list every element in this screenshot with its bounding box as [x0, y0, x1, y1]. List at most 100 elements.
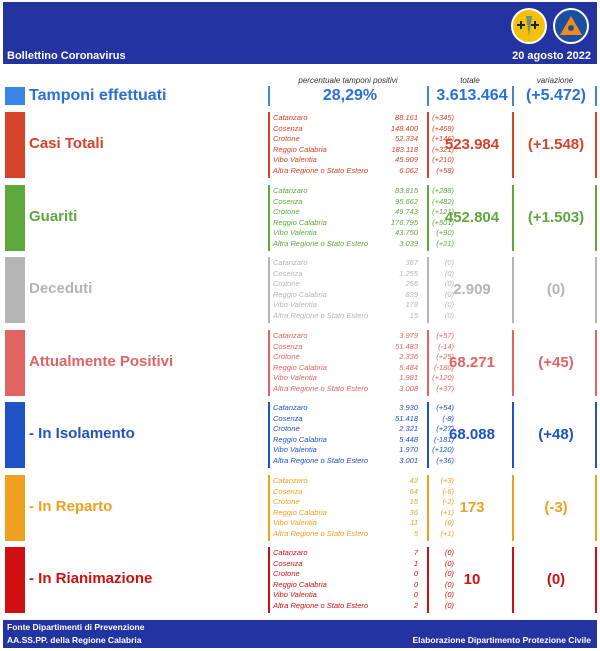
divider	[268, 185, 270, 251]
province-value: 839	[405, 289, 418, 299]
province-value: 7	[413, 548, 418, 557]
province-delta: (+321)	[432, 144, 454, 154]
section-label: Deceduti	[29, 280, 93, 297]
province-name: Cosenza	[273, 558, 303, 568]
section-row-in-rianimazione: - In Rianimazione Catanzaro 7 (0) Cosenza 1 (0…	[3, 547, 597, 613]
province-delta: (+468)	[432, 123, 454, 133]
province-delta: (+37)	[436, 384, 454, 393]
section-label: - In Rianimazione	[29, 570, 153, 587]
divider	[595, 547, 597, 613]
province-name: Altra Regione o Stato Estero	[273, 384, 369, 393]
province-name: Reggio Calabria	[273, 507, 327, 517]
province-delta: (0)	[444, 289, 454, 299]
province-name: Catanzaro	[273, 186, 308, 195]
tamponi-color-bar	[5, 87, 25, 105]
province-name: Vibo Valentia	[273, 155, 317, 165]
province-delta: (0)	[444, 558, 454, 568]
divider	[427, 475, 429, 541]
province-delta: (+58)	[436, 166, 454, 175]
province-name: Reggio Calabria	[273, 579, 327, 589]
province-delta: (+120)	[432, 373, 454, 383]
province-value: 148.400	[390, 123, 418, 133]
province-name: Crotone	[273, 569, 300, 579]
province-value: 2.336	[399, 352, 418, 362]
province-value: 3.001	[399, 456, 418, 465]
divider	[427, 112, 429, 178]
province-value: 11	[410, 518, 418, 528]
province-name: Reggio Calabria	[273, 217, 327, 227]
footer-elaboration: Elaborazione Dipartimento Protezione Civ…	[412, 635, 591, 645]
province-delta: (0)	[444, 569, 454, 579]
divider	[268, 402, 270, 468]
province-name: Vibo Valentia	[273, 300, 317, 310]
province-value: 3.979	[399, 331, 418, 340]
province-value: 45.909	[395, 155, 418, 165]
section-row-in-isolamento: - In Isolamento Catanzaro 3.930 (+54) Cosenz…	[3, 402, 597, 468]
section-row-attualmente-positivi: Attualmente Positivi Catanzaro 3.979 (+57) C…	[3, 330, 597, 396]
province-value: 1.970	[399, 445, 418, 455]
section-color-bar	[5, 185, 25, 251]
province-value: 367	[405, 258, 418, 267]
province-name: Cosenza	[273, 123, 303, 133]
province-name: Crotone	[273, 424, 300, 434]
province-value: 64	[409, 486, 418, 496]
bulletin-title: Bollettino Coronavirus	[7, 50, 126, 62]
province-delta: (0)	[444, 268, 454, 278]
divider	[427, 86, 429, 106]
divider	[595, 402, 597, 468]
province-name: Crotone	[273, 352, 300, 362]
province-value: 15	[409, 311, 418, 320]
divider	[268, 112, 270, 178]
divider	[268, 257, 270, 323]
section-total: 523.984	[444, 136, 500, 153]
province-value: 95.662	[395, 196, 418, 206]
divider	[512, 257, 514, 323]
province-value: 51.418	[395, 413, 418, 423]
province-delta: (-6)	[442, 486, 454, 496]
section-label: - In Isolamento	[29, 425, 135, 442]
section-color-bar	[5, 475, 25, 541]
province-value: 3.930	[399, 403, 418, 412]
province-value: 178	[405, 300, 418, 310]
province-name: Reggio Calabria	[273, 434, 327, 444]
divider	[427, 257, 429, 323]
col-header-percent: percentuale tamponi positivi	[298, 76, 398, 85]
divider	[268, 86, 270, 106]
province-value: 51.483	[395, 341, 418, 351]
section-total: 452.804	[444, 209, 500, 226]
province-name: Catanzaro	[273, 403, 308, 412]
province-name: Cosenza	[273, 486, 303, 496]
province-value: 255	[405, 279, 418, 289]
tamponi-label: Tamponi effettuati	[29, 87, 167, 104]
province-value: 15	[409, 497, 418, 507]
province-value: 183.118	[391, 144, 418, 154]
province-name: Catanzaro	[273, 258, 308, 267]
province-delta: (-8)	[442, 413, 454, 423]
province-delta: (+121)	[432, 207, 454, 217]
province-name: Crotone	[273, 207, 300, 217]
section-color-bar	[5, 112, 25, 178]
province-name: Altra Regione o Stato Estero	[273, 166, 369, 175]
province-value: 2.321	[399, 424, 418, 434]
province-delta: (+1)	[440, 507, 454, 517]
province-name: Altra Regione o Stato Estero	[273, 311, 369, 320]
province-name: Altra Regione o Stato Estero	[273, 601, 369, 610]
top-banner	[3, 2, 597, 49]
divider	[512, 475, 514, 541]
province-name: Reggio Calabria	[273, 289, 327, 299]
section-variation: (+1.548)	[527, 136, 585, 153]
province-delta: (+21)	[436, 239, 454, 248]
divider	[512, 112, 514, 178]
section-variation: (+45)	[538, 354, 574, 371]
section-total: 68.088	[449, 426, 495, 443]
province-name: Altra Regione o Stato Estero	[273, 456, 369, 465]
province-name: Reggio Calabria	[273, 144, 327, 154]
province-name: Vibo Valentia	[273, 590, 317, 600]
province-delta: (-14)	[438, 341, 454, 351]
divider	[595, 112, 597, 178]
divider	[427, 402, 429, 468]
province-value: 52.334	[395, 134, 418, 144]
section-variation: (0)	[546, 571, 566, 588]
divider	[595, 257, 597, 323]
province-value: 88.161	[395, 113, 418, 122]
